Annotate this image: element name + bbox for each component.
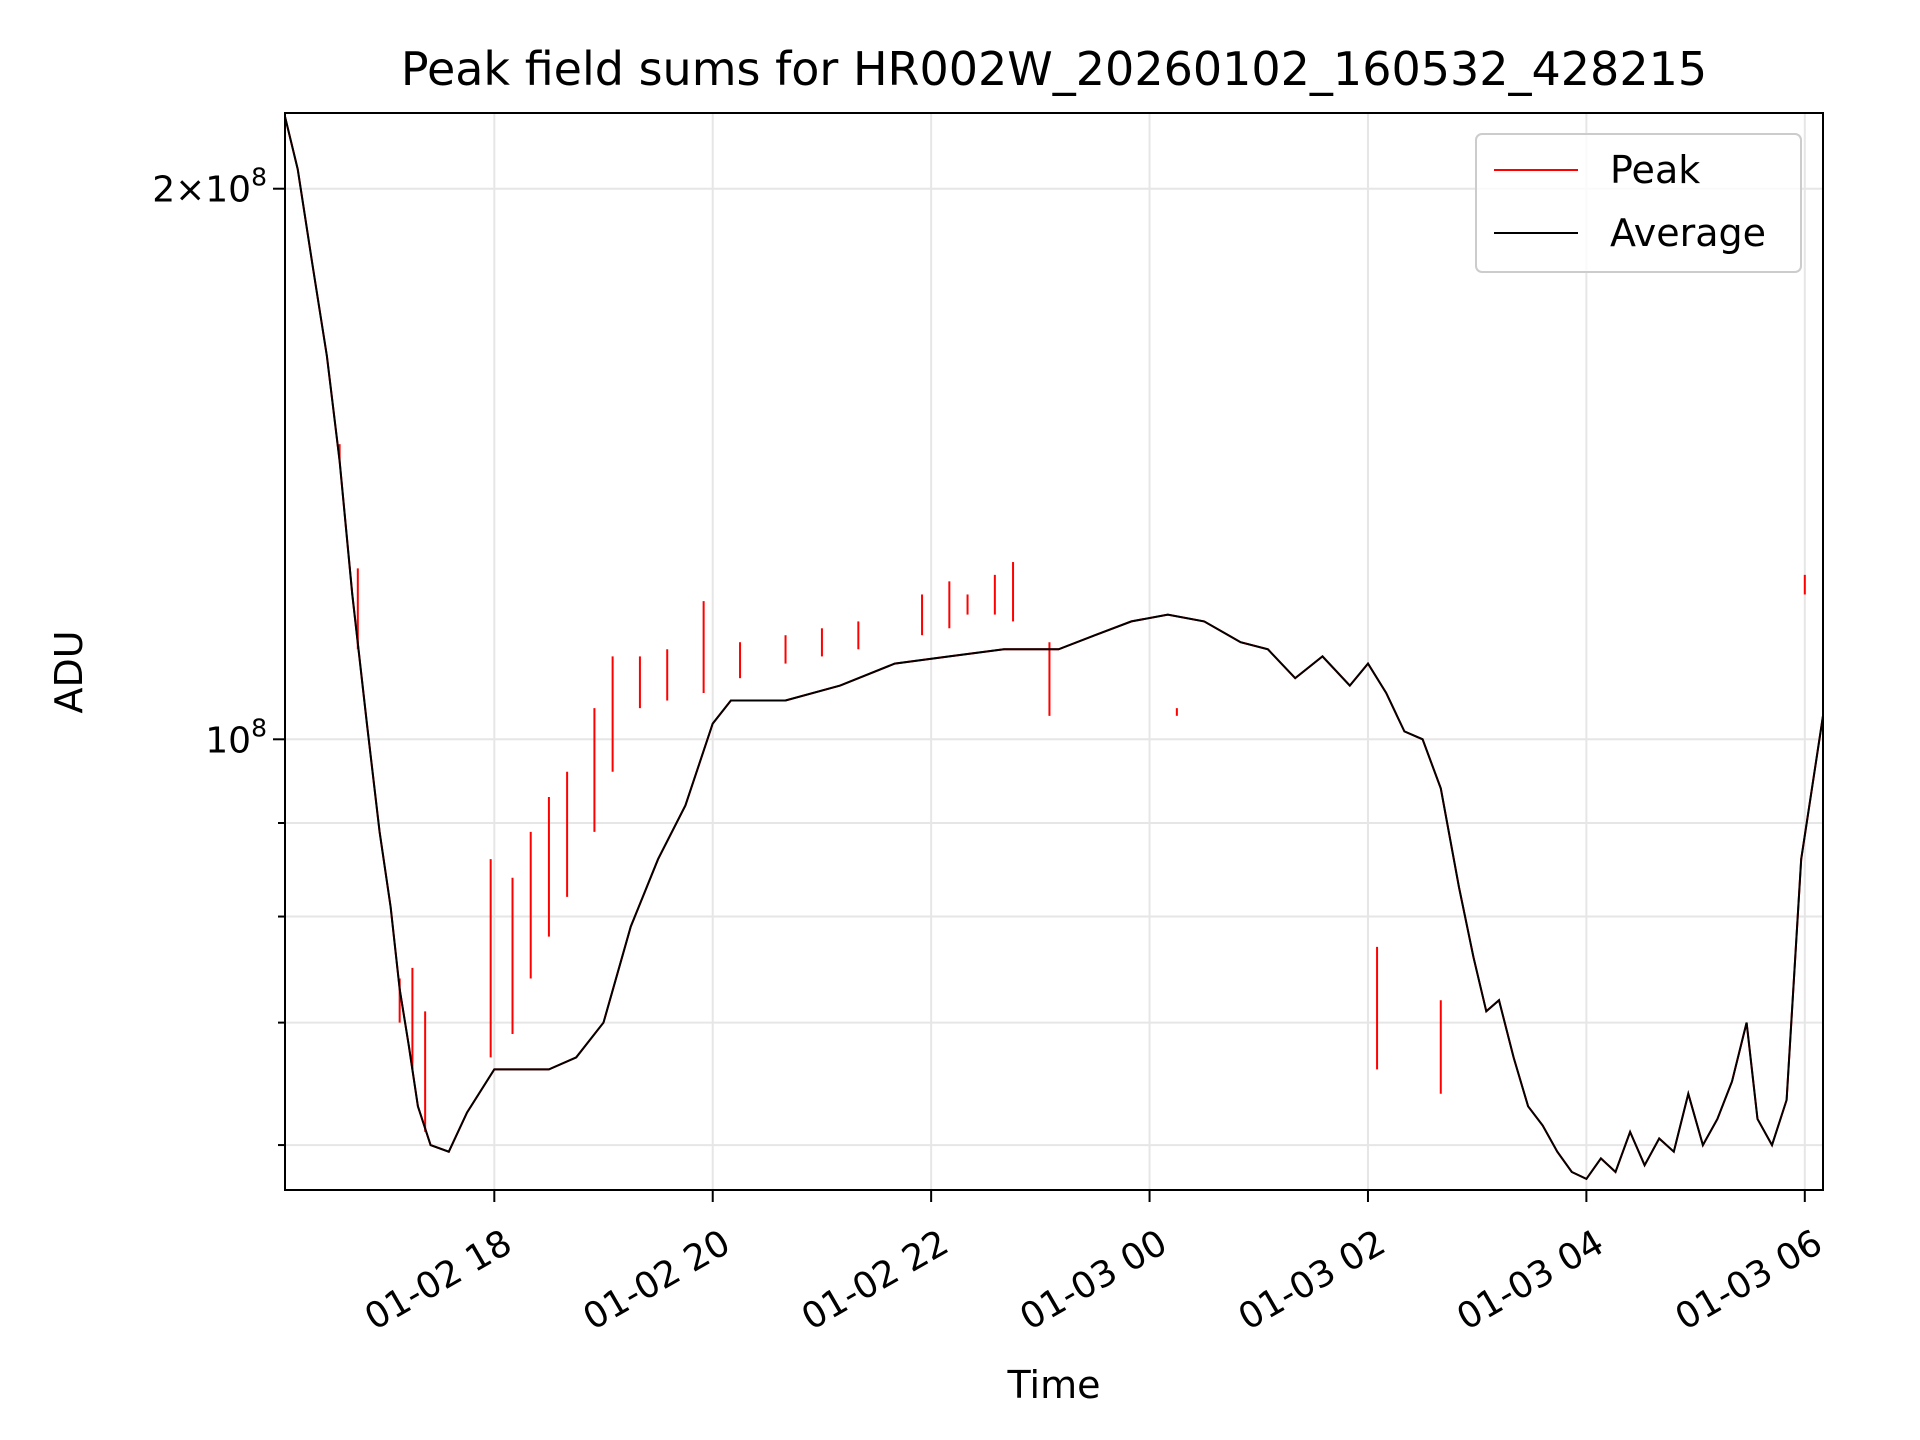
legend-peak-label: Peak xyxy=(1610,148,1700,192)
x-tick-label: 01-03 00 xyxy=(1013,1222,1174,1338)
y-axis-label: ADU xyxy=(47,630,91,713)
y-tick-label: 2×108 xyxy=(152,163,267,211)
series-average xyxy=(285,116,1823,1181)
series-average-line xyxy=(285,116,1823,1181)
x-tick-label: 01-03 06 xyxy=(1669,1222,1830,1338)
x-tick-label: 01-03 02 xyxy=(1232,1222,1393,1338)
x-axis: 01-02 18 01-02 20 01-02 22 01-03 00 01-03 02… xyxy=(358,1190,1829,1339)
x-tick-label: 01-02 20 xyxy=(577,1222,738,1338)
chart-title: Peak field sums for HR002W_20260102_1605… xyxy=(401,42,1707,96)
legend-box xyxy=(1475,133,1802,273)
legend-average-label: Average xyxy=(1610,211,1766,255)
y-axis: 108 2×108 xyxy=(152,163,285,1147)
legend: Peak Average xyxy=(1475,133,1802,273)
grid xyxy=(285,113,1823,1190)
series-peak-line xyxy=(285,116,1823,1181)
plot-frame xyxy=(284,112,1824,1191)
x-tick-label: 01-03 04 xyxy=(1450,1222,1611,1338)
plot-area xyxy=(285,116,1823,1181)
series-peak xyxy=(285,116,1823,1181)
x-axis-label: Time xyxy=(1007,1363,1101,1407)
x-tick-label: 01-02 18 xyxy=(358,1222,519,1338)
x-tick-label: 01-02 22 xyxy=(795,1222,956,1338)
y-tick-label: 108 xyxy=(205,713,267,761)
